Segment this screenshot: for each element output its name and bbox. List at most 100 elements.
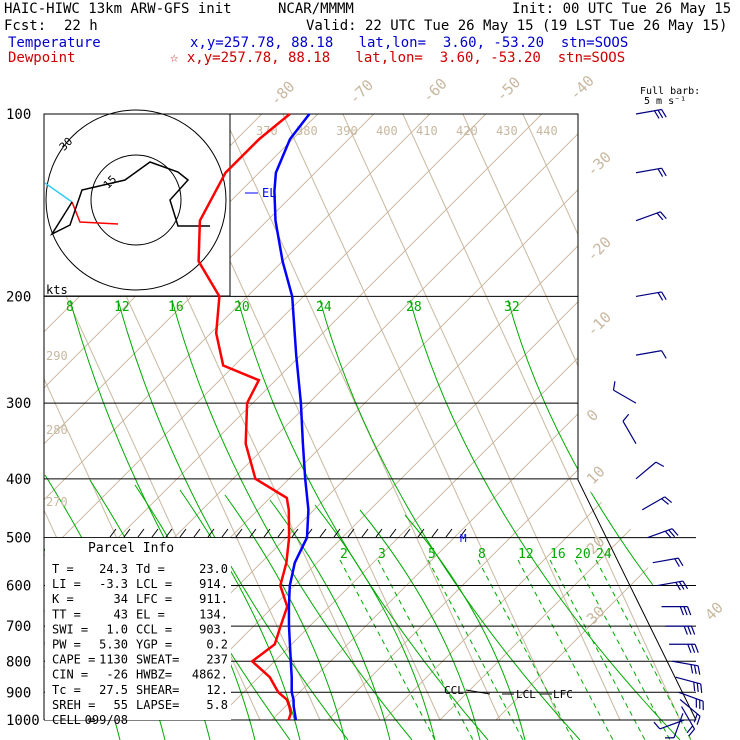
hodograph-segment (44, 182, 73, 203)
mixing-ratio-label: 24 (316, 300, 332, 315)
parcel-value: 914. (199, 577, 228, 591)
wind-barb-flag (700, 683, 703, 693)
moist-adiabat-line (359, 509, 481, 740)
hatch-mark (235, 528, 243, 538)
hatch-mark (249, 528, 257, 538)
right-temp-label: -20 (583, 233, 615, 265)
lfc-label: LFC (553, 688, 573, 701)
wind-barb-staff (681, 706, 696, 730)
wind-barb-flag (664, 496, 673, 504)
dry-adiabat-line (199, 114, 501, 721)
pressure-label: 900 (6, 685, 31, 701)
mixing-ratio-label: 2 (340, 547, 348, 562)
hatch-mark (333, 528, 341, 538)
wind-barb-flag (688, 728, 695, 737)
theta-label: 380 (296, 124, 318, 138)
dry-adiabat-line (259, 114, 561, 721)
barb-unit: 5 m s⁻¹ (644, 96, 687, 107)
hatch-mark (431, 528, 439, 538)
moist-line (595, 559, 692, 740)
hodograph-ring-outer (45, 109, 227, 291)
mixing-ratio-line (507, 299, 696, 740)
hatch-mark (109, 528, 117, 538)
hatch-mark (445, 528, 453, 538)
parcel-value: 5.30 (99, 638, 128, 652)
el-label: EL (262, 186, 276, 200)
wind-barb-flag (693, 713, 698, 723)
wind-barb-flag (687, 644, 692, 653)
parcel-key: T = (52, 562, 74, 576)
mixing-ratio-line (171, 299, 413, 740)
parcel-key: CIN = (52, 668, 88, 682)
pressure-label: 1000 (6, 713, 40, 729)
pressure-label: 500 (6, 531, 31, 547)
right-temp-label: -10 (583, 308, 615, 340)
wind-barb-staff (678, 691, 704, 702)
parcel-key: SWEAT= (136, 653, 179, 667)
parcel-info-box: Parcel Info T = 24.3 Td = 23.0 LI = -3.3 LCL = 9… (45, 538, 231, 727)
hatch-mark (137, 528, 145, 538)
wind-barb-staff (673, 713, 684, 738)
top-temp-label: -50 (492, 73, 524, 105)
wind-barb-flag (675, 582, 681, 591)
hodograph-trace (49, 161, 210, 236)
wind-barb-flag (664, 530, 672, 539)
mixing-ratio-line (319, 299, 581, 740)
valid-time: Valid: 22 UTC Tue 26 May 15 (19 LST Tue … (306, 18, 728, 34)
lcl-label: LCL (516, 688, 536, 701)
theta-label: 440 (536, 124, 558, 138)
parcel-value: 55 (114, 698, 128, 712)
parcel-key: CELL = (52, 713, 95, 727)
mixing-ratio-label: 16 (168, 300, 184, 315)
isotherm-line (44, 114, 543, 721)
right-temp-label: 40 (701, 599, 727, 625)
wind-barb-flag (656, 212, 664, 221)
moist-adiabat-line (314, 504, 436, 740)
wind-barb-flag (683, 606, 688, 616)
hatch-mark (389, 528, 397, 538)
moist-adiabat-line (269, 499, 391, 740)
theta-label: 410 (416, 124, 438, 138)
top-temp-label: -80 (267, 77, 299, 109)
hatch-mark (193, 528, 201, 538)
parcel-value: 24.3 (99, 562, 128, 576)
parcel-key: SHEAR= (136, 683, 179, 697)
wind-barb-flag (693, 665, 697, 675)
wind-barb-flag (694, 644, 699, 653)
theta-left-label: 270 (46, 495, 68, 509)
hatch-mark (291, 528, 299, 538)
wind-barb-staff (675, 676, 701, 685)
pressure-label: 600 (6, 579, 31, 595)
hatch-mark (319, 528, 327, 538)
hatch-mark (277, 528, 285, 538)
wind-barb-flag (690, 664, 694, 674)
parcel-key: EL = (136, 607, 165, 621)
hodograph-unit-label: kts (46, 283, 68, 297)
mixing-ratio-label: 28 (406, 300, 422, 315)
temperature-location: x,y=257.78, 88.18 lat,lon= 3.60, -53.20 … (190, 35, 629, 51)
pressure-label: 700 (6, 619, 31, 635)
wind-barb-staff (657, 580, 684, 587)
wind-barb-staff (635, 461, 657, 480)
wind-barb-flag (690, 644, 696, 653)
wind-barb-staff (613, 389, 637, 404)
parcel-value: 1130 (99, 653, 128, 667)
wind-barb-flag (687, 625, 692, 635)
parcel-value: 27.5 (99, 683, 128, 697)
hatch-mark (165, 528, 173, 538)
wind-barb-flag (690, 625, 696, 635)
mixing-ratio-line (69, 299, 291, 740)
parcel-value: 4862. (192, 668, 228, 682)
parcel-key: Tc = (52, 683, 81, 697)
hatch-mark (347, 528, 355, 538)
hatch-mark (151, 528, 159, 538)
parcel-value: 134. (199, 607, 228, 621)
parcel-info-background (45, 538, 231, 720)
wind-barb-flag (696, 682, 699, 693)
mixing-ratio-line (237, 299, 489, 740)
hatch-mark (403, 528, 411, 538)
parcel-value: 34 (114, 592, 128, 606)
wind-barb-flag (678, 581, 685, 590)
hatch-mark (123, 528, 131, 538)
